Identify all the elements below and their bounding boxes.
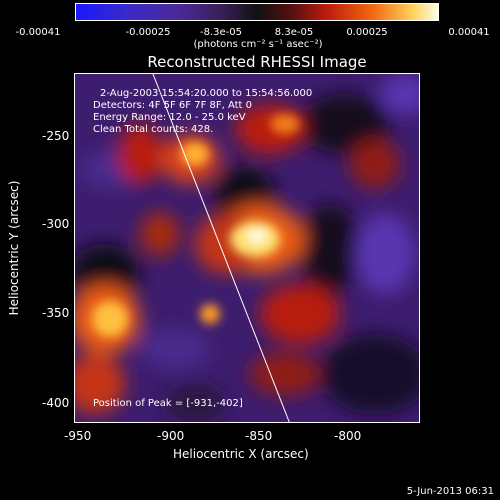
rhessi-image xyxy=(74,73,420,423)
colorbar-tick: -0.00025 xyxy=(125,27,171,38)
colorbar-tick: 0.00041 xyxy=(448,27,490,38)
colorbar-units: (photons cm⁻² s⁻¹ asec⁻²) xyxy=(193,39,323,50)
colorbar xyxy=(75,3,439,21)
colorbar-tick: 0.00025 xyxy=(346,27,388,38)
y-tick: -400 xyxy=(42,396,70,410)
solar-limb-line xyxy=(152,74,290,422)
image-heatmap xyxy=(75,74,419,422)
x-axis-label: Heliocentric X (arcsec) xyxy=(173,447,309,461)
detectors-text: Detectors: 4F 5F 6F 7F 8F, Att 0 xyxy=(93,100,253,111)
y-tick: -350 xyxy=(42,306,70,320)
energy-range-text: Energy Range: 12.0 - 25.0 keV xyxy=(93,112,246,123)
x-tick: -950 xyxy=(64,429,92,443)
y-tick: -300 xyxy=(42,217,70,231)
peak-position-text: Position of Peak = [-931,-402] xyxy=(93,398,243,409)
x-tick: -900 xyxy=(157,429,185,443)
x-tick: -850 xyxy=(245,429,273,443)
colorbar-tick: -8.3e-05 xyxy=(200,27,242,38)
x-tick: -800 xyxy=(334,429,362,443)
y-axis-label: Heliocentric Y (arcsec) xyxy=(7,180,21,316)
clean-counts-text: Clean Total counts: 428. xyxy=(93,124,214,135)
colorbar-tick: -0.00041 xyxy=(15,27,61,38)
colorbar-tick: 8.3e-05 xyxy=(274,27,314,38)
time-range-text: 2-Aug-2003 15:54:20.000 to 15:54:56.000 xyxy=(100,88,313,99)
footer-date: 5-Jun-2013 06:31 xyxy=(406,486,494,497)
y-tick: -250 xyxy=(42,129,70,143)
image-title: Reconstructed RHESSI Image xyxy=(147,53,367,71)
